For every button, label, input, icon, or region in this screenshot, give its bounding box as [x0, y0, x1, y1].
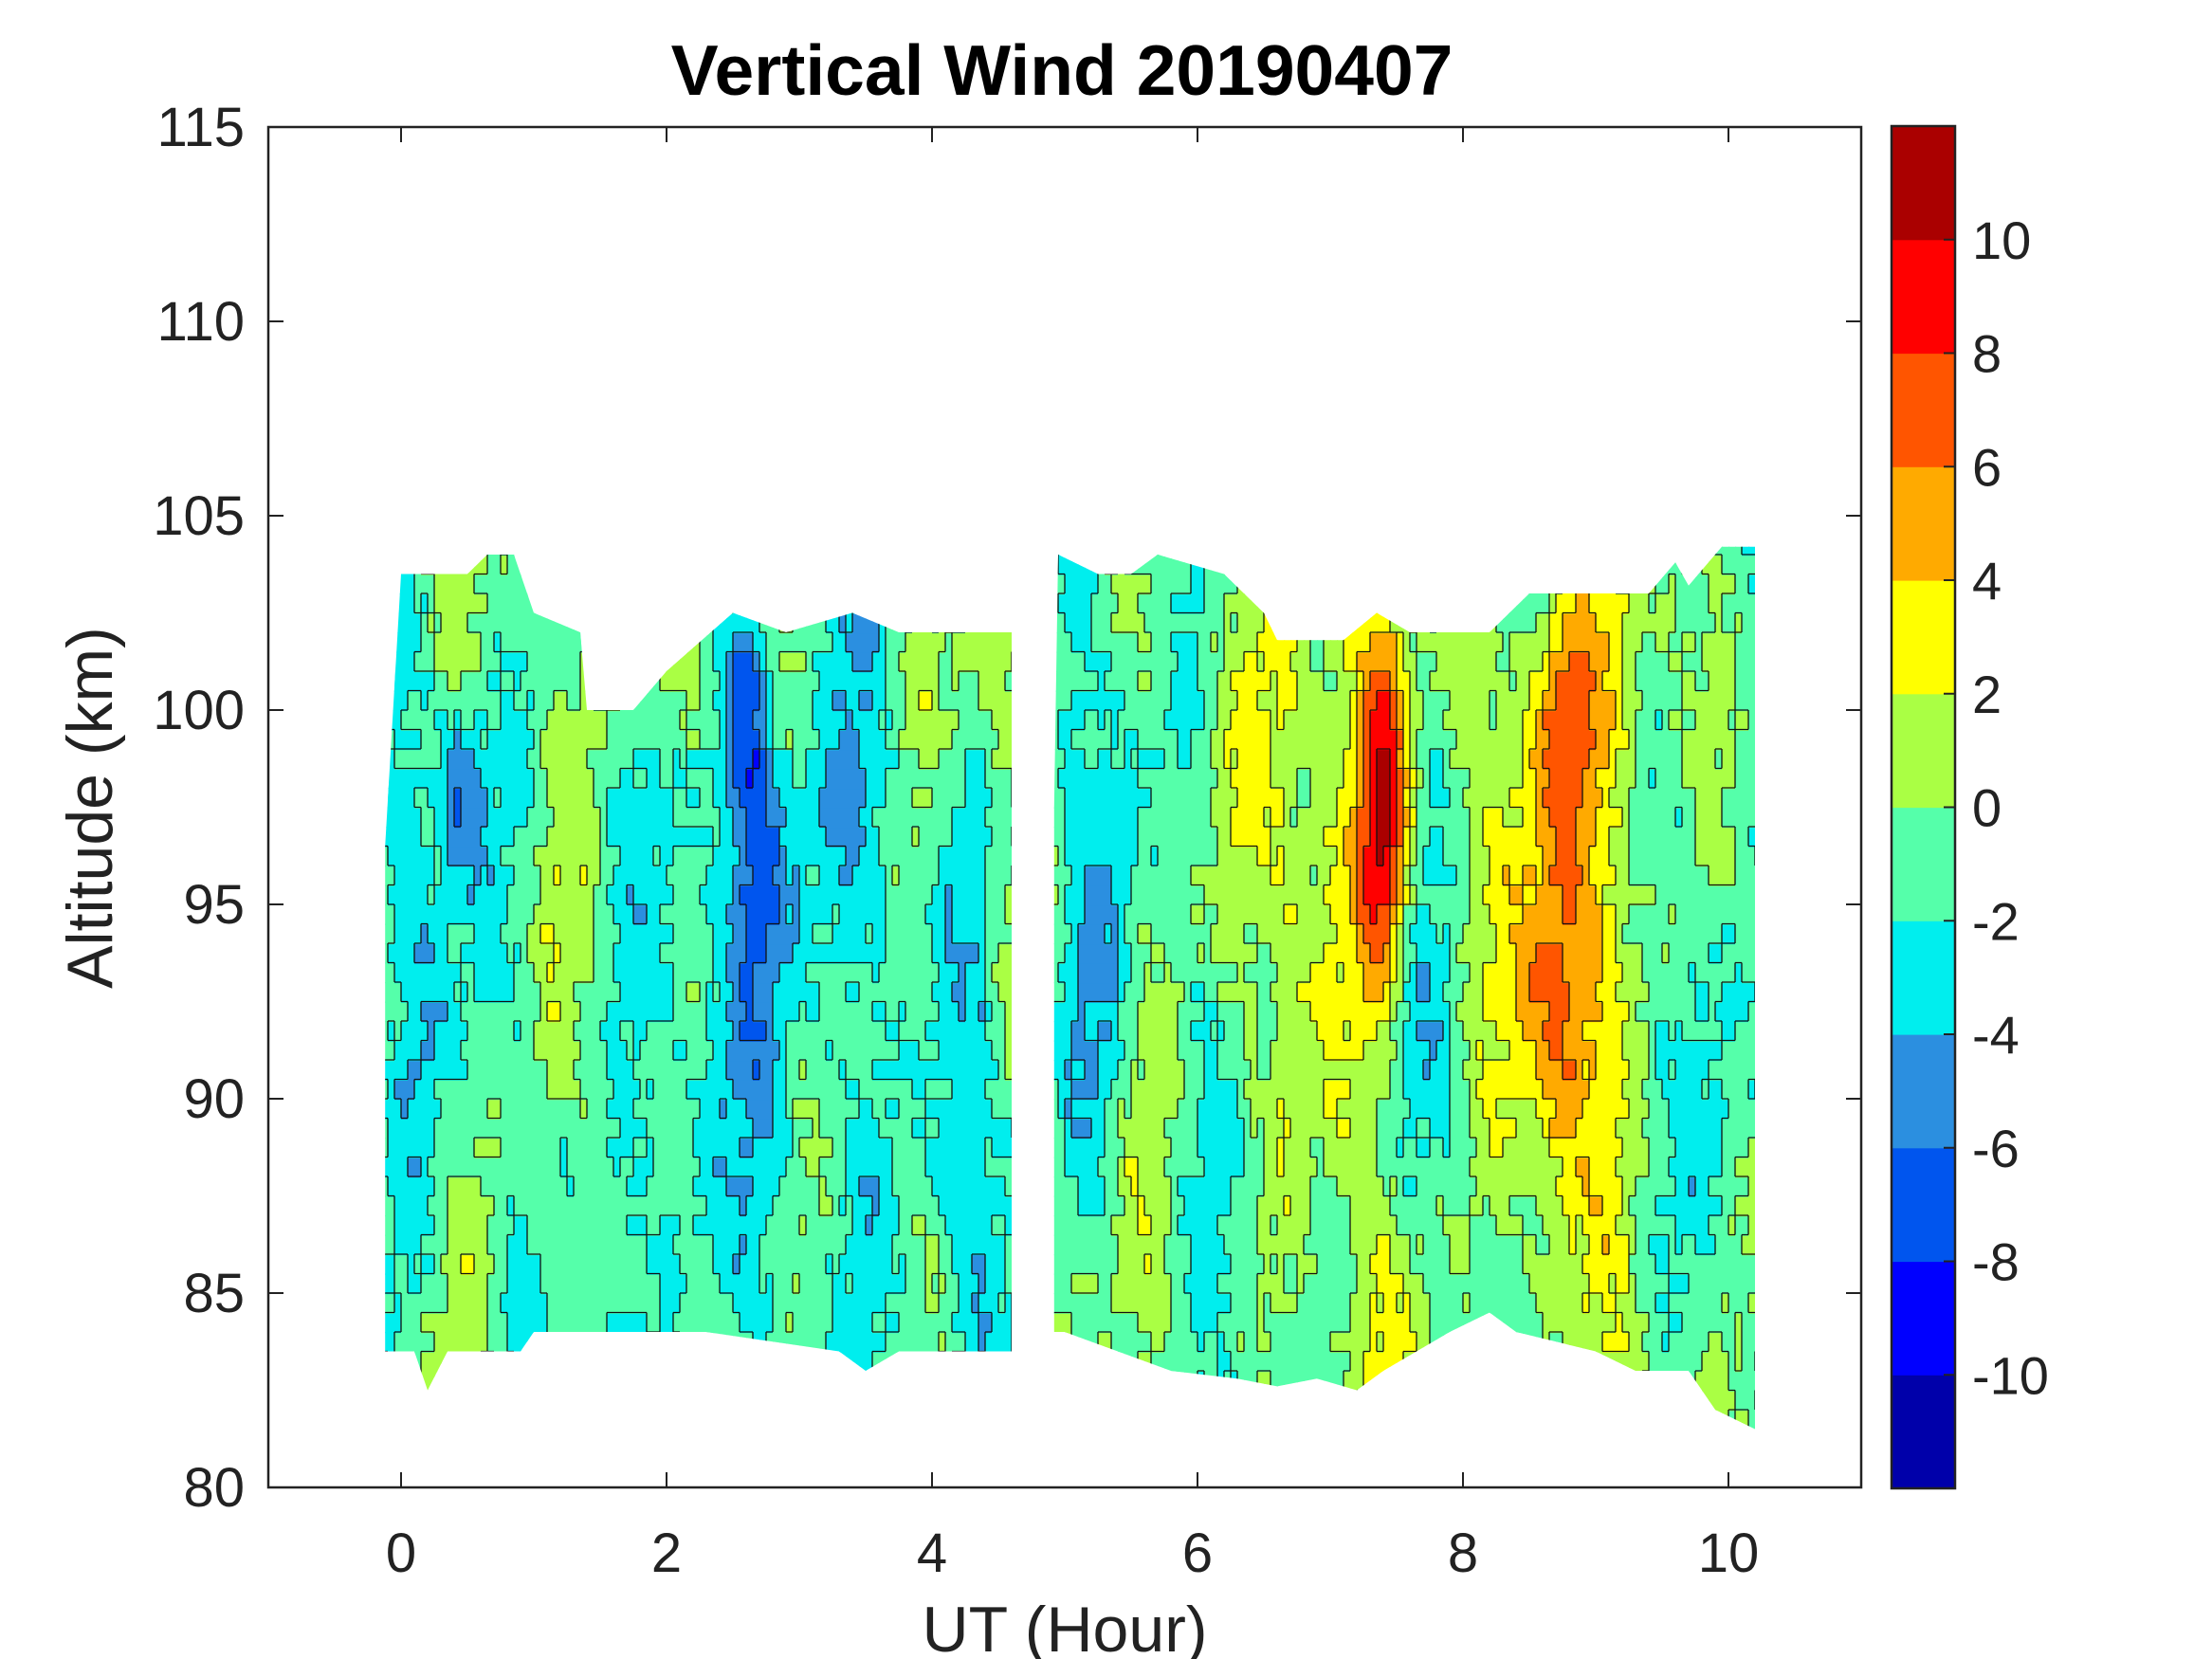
- x-tick-label: 2: [651, 1522, 682, 1584]
- contour-field-segment-1: [385, 555, 1012, 1391]
- x-tick-labels: 0 2 4 6 8 10: [386, 1522, 1759, 1584]
- x-axis-label: UT (Hour): [923, 1594, 1208, 1659]
- x-tick-label: 0: [386, 1522, 416, 1584]
- x-tick-label: 8: [1448, 1522, 1478, 1584]
- colorbar-tick-label: 2: [1972, 665, 2002, 724]
- contour-field-segment-2: [1053, 546, 1755, 1430]
- colorbar-band: [1892, 126, 1955, 241]
- colorbar-tick-label: 8: [1972, 324, 2002, 384]
- colorbar-band: [1892, 921, 1955, 1035]
- x-tick-label: 6: [1182, 1522, 1213, 1584]
- x-tick-label: 10: [1698, 1522, 1760, 1584]
- y-tick-label: 90: [183, 1068, 245, 1130]
- x-tick-label: 4: [917, 1522, 947, 1584]
- colorbar-band: [1892, 466, 1955, 581]
- colorbar-band: [1892, 1147, 1955, 1263]
- y-tick-label: 95: [183, 874, 245, 936]
- colorbar-band: [1892, 693, 1955, 809]
- y-tick-label: 100: [153, 680, 245, 741]
- y-tick-labels: 80 85 90 95 100 105 110 115: [153, 97, 245, 1519]
- colorbar-tick-label: -10: [1972, 1345, 2049, 1405]
- y-axis-label: Altitude (km): [54, 627, 126, 989]
- colorbar-tick-label: 10: [1972, 210, 2031, 270]
- colorbar-tick-label: -4: [1972, 1005, 2020, 1065]
- y-tick-label: 110: [157, 291, 245, 353]
- colorbar-band: [1892, 353, 1955, 467]
- colorbar-tick-label: 0: [1972, 778, 2002, 838]
- chart-title: Vertical Wind 20190407: [671, 30, 1453, 110]
- plot-frame: [266, 125, 1863, 1489]
- axis-ticks: [268, 126, 1861, 1488]
- colorbar-tick-label: 6: [1972, 437, 2002, 497]
- y-tick-label: 80: [183, 1457, 245, 1519]
- colorbar-band: [1892, 239, 1955, 355]
- colorbar-band: [1892, 807, 1955, 921]
- colorbar-tick-label: -2: [1972, 891, 2020, 951]
- colorbar: [1890, 124, 1957, 1490]
- colorbar-tick-label: 4: [1972, 551, 2002, 611]
- colorbar-band: [1892, 1034, 1955, 1149]
- colorbar-tick-labels: -10 -8 -6 -4 -2 0 2 4 6 8 10: [1972, 210, 2049, 1406]
- y-tick-label: 85: [183, 1263, 245, 1324]
- colorbar-band: [1892, 1375, 1955, 1489]
- colorbar-band: [1892, 580, 1955, 695]
- colorbar-tick-label: -6: [1972, 1119, 2020, 1178]
- y-tick-label: 115: [157, 97, 245, 158]
- colorbar-tick-label: -8: [1972, 1232, 2020, 1292]
- y-tick-label: 105: [153, 485, 245, 547]
- colorbar-band: [1892, 1261, 1955, 1376]
